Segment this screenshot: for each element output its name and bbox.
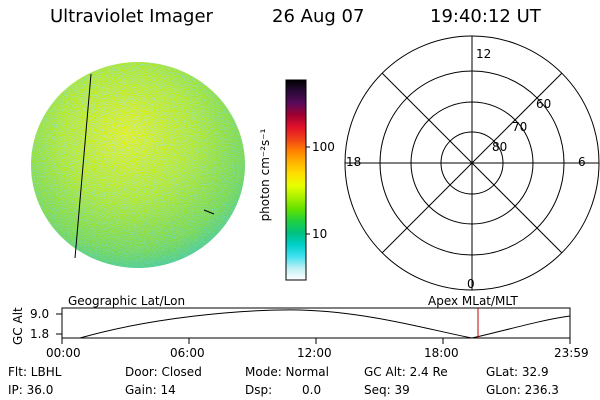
info-glat: GLat: 32.9 bbox=[486, 365, 549, 379]
limb-mark bbox=[203, 209, 215, 215]
polar-diagonal-2 bbox=[381, 72, 563, 254]
color-scale bbox=[285, 79, 310, 281]
colorbar-rect bbox=[285, 79, 307, 281]
terminator-line bbox=[74, 73, 92, 259]
mlt-label-18: 18 bbox=[346, 155, 362, 169]
ring-label-70: 70 bbox=[512, 120, 528, 134]
info-glon: GLon: 236.3 bbox=[486, 383, 559, 397]
info-ip: IP: 36.0 bbox=[8, 383, 54, 397]
info-dsp: Dsp: bbox=[245, 383, 273, 397]
ytick-label-9: 9.0 bbox=[30, 307, 50, 321]
colorbar-label-10: 10 bbox=[312, 227, 328, 241]
plot-title-right: Apex MLat/MLT bbox=[428, 294, 518, 308]
mlt-label-0: 0 bbox=[467, 277, 475, 291]
info-mode: Mode: Normal bbox=[245, 365, 329, 379]
plot-title-left: Geographic Lat/Lon bbox=[68, 294, 186, 308]
mlt-label-6: 6 bbox=[578, 155, 586, 169]
polar-grid bbox=[344, 35, 600, 291]
info-flt: Flt: LBHL bbox=[8, 365, 62, 379]
uv-image bbox=[31, 62, 245, 268]
info-gcalt: GC Alt: 2.4 Re bbox=[364, 365, 448, 379]
ring-label-60: 60 bbox=[536, 97, 552, 111]
xtick-label-00: 00:00 bbox=[46, 346, 81, 360]
orbit-plot bbox=[56, 307, 571, 344]
date-label: 26 Aug 07 bbox=[272, 6, 365, 27]
info-seq: Seq: 39 bbox=[364, 383, 410, 397]
colorbar-label-100: 100 bbox=[312, 140, 335, 154]
time-label: 19:40:12 UT bbox=[430, 6, 541, 27]
plot-frame bbox=[61, 307, 571, 339]
xtick-label-06: 06:00 bbox=[170, 346, 205, 360]
colorbar-units: photon cm⁻²s⁻¹ bbox=[258, 128, 272, 222]
info-dsp-value: 0.0 bbox=[302, 383, 322, 397]
uv-image-disk bbox=[31, 62, 245, 268]
mlt-label-12: 12 bbox=[476, 47, 492, 61]
instrument-title: Ultraviolet Imager bbox=[50, 6, 213, 27]
info-door: Door: Closed bbox=[125, 365, 202, 379]
info-gain: Gain: 14 bbox=[125, 383, 176, 397]
altitude-curve bbox=[79, 309, 571, 339]
ring-label-80: 80 bbox=[492, 140, 508, 154]
xtick-label-2359: 23:59 bbox=[554, 346, 589, 360]
xtick-label-12: 12:00 bbox=[297, 346, 332, 360]
plot-ylabel: GC Alt bbox=[11, 307, 25, 345]
xtick-label-18: 18:00 bbox=[424, 346, 459, 360]
ytick-label-1: 1.8 bbox=[30, 327, 50, 341]
